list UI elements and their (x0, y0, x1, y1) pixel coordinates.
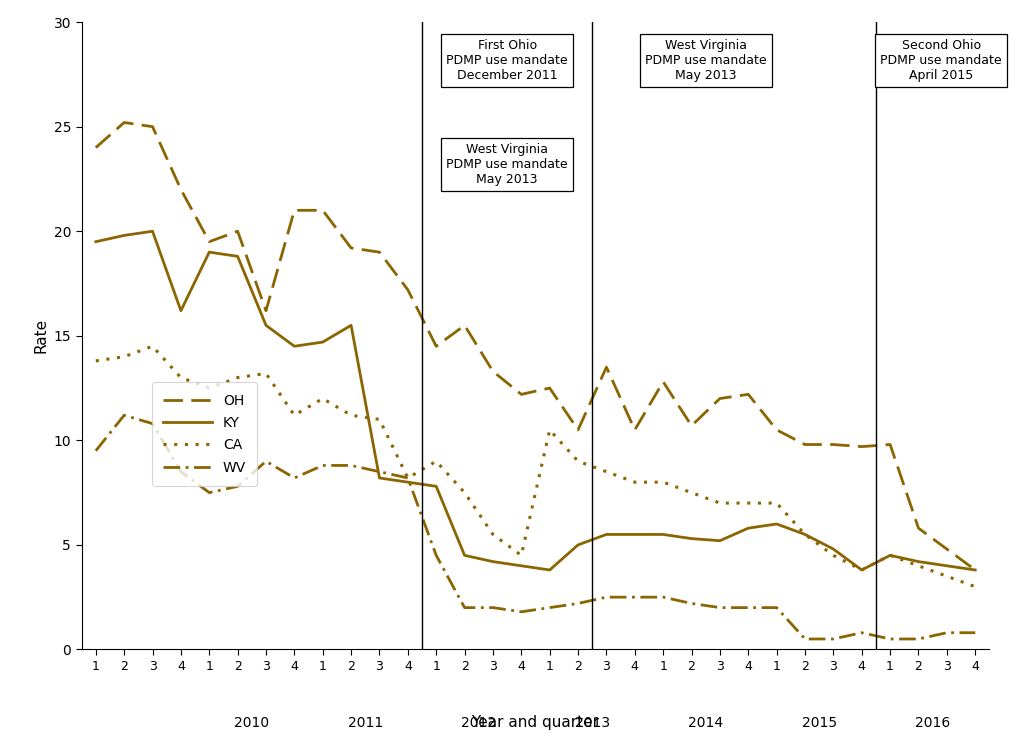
Text: 2010: 2010 (234, 717, 269, 731)
Text: West Virginia
PDMP use mandate
May 2013: West Virginia PDMP use mandate May 2013 (644, 39, 765, 82)
Text: 2013: 2013 (574, 717, 609, 731)
Text: First Ohio
PDMP use mandate
December 2011: First Ohio PDMP use mandate December 201… (446, 39, 568, 82)
Text: 2015: 2015 (801, 717, 836, 731)
Legend: OH, KY, CA, WV: OH, KY, CA, WV (152, 382, 257, 486)
Text: 2011: 2011 (347, 717, 382, 731)
Text: 2012: 2012 (461, 717, 496, 731)
Text: 2016: 2016 (914, 717, 950, 731)
Text: 2014: 2014 (688, 717, 722, 731)
Text: West Virginia
PDMP use mandate
May 2013: West Virginia PDMP use mandate May 2013 (446, 143, 568, 187)
X-axis label: Year and quarter: Year and quarter (471, 714, 599, 730)
Y-axis label: Rate: Rate (33, 318, 48, 354)
Text: Second Ohio
PDMP use mandate
April 2015: Second Ohio PDMP use mandate April 2015 (879, 39, 1001, 82)
